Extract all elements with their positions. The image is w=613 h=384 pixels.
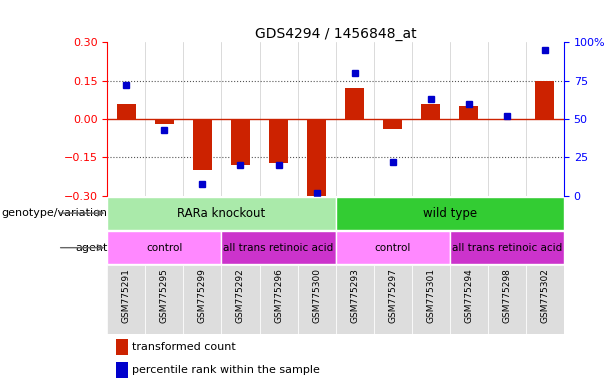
Bar (117, 104, 136, 119)
Bar (450, 265, 488, 334)
Title: GDS4294 / 1456848_at: GDS4294 / 1456848_at (255, 27, 416, 41)
Bar (526, 265, 564, 334)
Bar (116, 362, 128, 378)
Text: control: control (146, 243, 183, 253)
Bar (459, 106, 478, 119)
Text: RARa knockout: RARa knockout (177, 207, 265, 220)
Bar (450, 231, 564, 264)
Bar (383, 119, 402, 129)
Bar (421, 104, 440, 119)
Bar (345, 88, 364, 119)
Bar (107, 197, 336, 230)
Bar (374, 265, 412, 334)
Text: GSM775296: GSM775296 (274, 268, 283, 323)
Text: GSM775299: GSM775299 (198, 268, 207, 323)
Bar (221, 265, 259, 334)
Bar (116, 339, 128, 355)
Bar (145, 265, 183, 334)
Bar (155, 119, 174, 124)
Bar (336, 265, 374, 334)
Bar (488, 265, 526, 334)
Text: all trans retinoic acid: all trans retinoic acid (223, 243, 333, 253)
Bar (183, 265, 221, 334)
Text: GSM775293: GSM775293 (350, 268, 359, 323)
Bar (259, 265, 297, 334)
Bar (307, 119, 326, 196)
Bar (231, 119, 250, 165)
Bar (193, 119, 212, 170)
Bar (107, 265, 145, 334)
Bar (221, 231, 336, 264)
Text: GSM775300: GSM775300 (312, 268, 321, 323)
Bar (336, 197, 564, 230)
Text: GSM775297: GSM775297 (388, 268, 397, 323)
Bar (336, 231, 450, 264)
Text: GSM775291: GSM775291 (122, 268, 131, 323)
Text: genotype/variation: genotype/variation (1, 208, 107, 218)
Text: percentile rank within the sample: percentile rank within the sample (132, 364, 320, 374)
Text: all trans retinoic acid: all trans retinoic acid (452, 243, 562, 253)
Bar (412, 265, 450, 334)
Bar (535, 81, 554, 119)
Text: GSM775294: GSM775294 (464, 268, 473, 323)
Text: GSM775298: GSM775298 (503, 268, 511, 323)
Text: agent: agent (75, 243, 107, 253)
Text: GSM775302: GSM775302 (541, 268, 549, 323)
Text: GSM775295: GSM775295 (160, 268, 169, 323)
Text: control: control (375, 243, 411, 253)
Text: transformed count: transformed count (132, 341, 236, 351)
Bar (269, 119, 288, 162)
Bar (297, 265, 335, 334)
Text: wild type: wild type (423, 207, 477, 220)
Bar (107, 231, 221, 264)
Text: GSM775301: GSM775301 (426, 268, 435, 323)
Text: GSM775292: GSM775292 (236, 268, 245, 323)
